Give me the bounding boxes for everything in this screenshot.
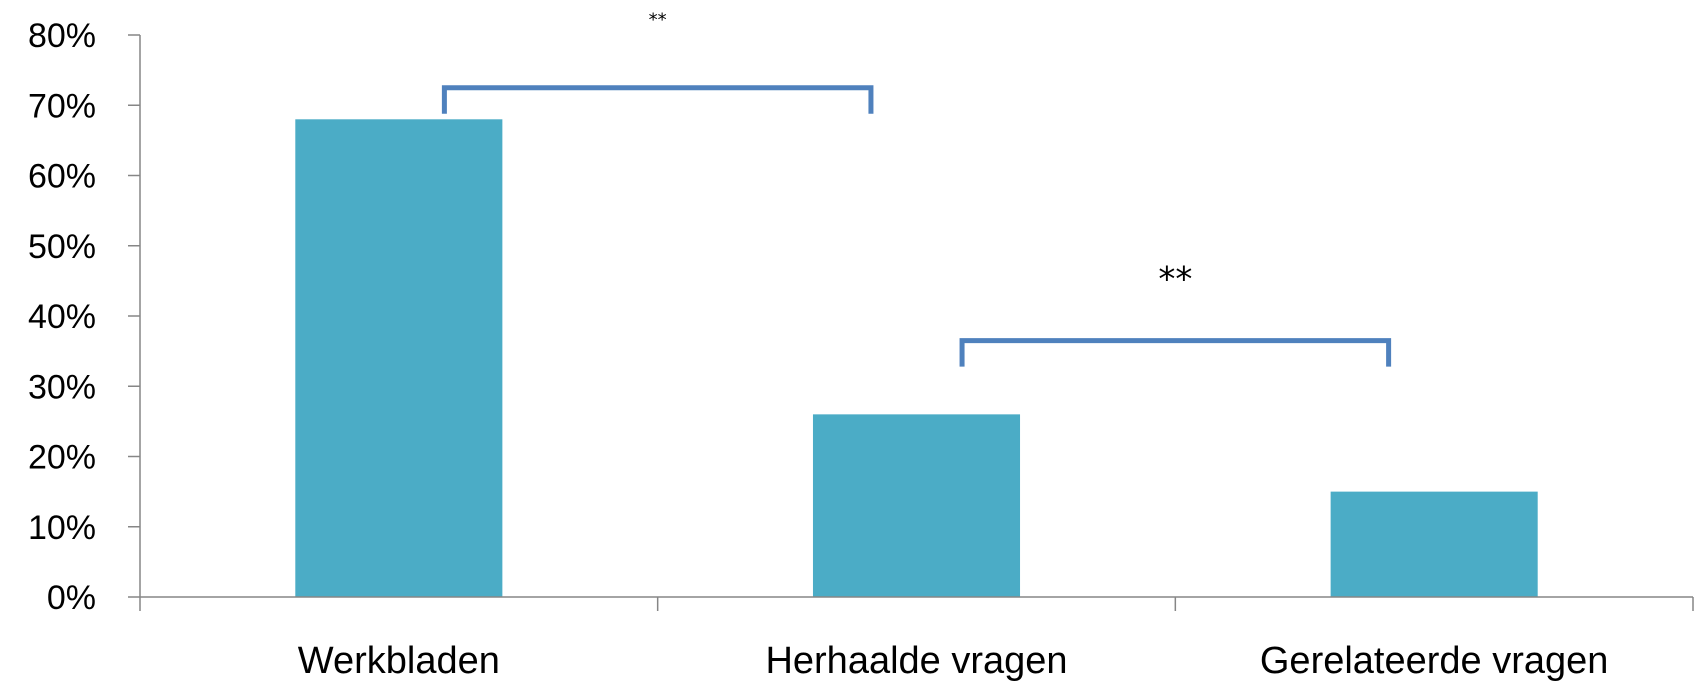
significance-label: ** xyxy=(649,10,667,31)
y-axis-ticks: 0% 10% 20% 30% 40% 50% 60% 70% 80% xyxy=(28,17,140,617)
significance-bracket xyxy=(959,338,1392,367)
bar-herhaalde-vragen xyxy=(812,414,1021,597)
significance-bracket xyxy=(441,85,874,114)
x-tick-label: Werkbladen xyxy=(298,640,500,682)
y-tick-label: 70% xyxy=(28,87,96,125)
y-tick-label: 80% xyxy=(28,17,96,55)
significance-annotations: ** ** xyxy=(441,10,1392,367)
significance-label: ** xyxy=(1158,260,1192,300)
bar-gerelateerde-vragen xyxy=(1330,491,1538,597)
y-tick-label: 20% xyxy=(28,439,96,477)
x-axis-ticks xyxy=(139,597,1694,611)
y-tick-label: 60% xyxy=(28,158,96,196)
bars xyxy=(295,119,1538,598)
x-axis-labels: Werkbladen Herhaalde vragen Gerelateerde v… xyxy=(298,640,1609,682)
x-tick-label: Gerelateerde vragen xyxy=(1260,640,1609,682)
y-tick-label: 40% xyxy=(28,298,96,336)
bar-werkbladen xyxy=(295,119,503,598)
y-tick-label: 0% xyxy=(47,579,96,617)
x-tick-label: Herhaalde vragen xyxy=(765,640,1067,682)
y-tick-label: 50% xyxy=(28,228,96,266)
y-tick-label: 30% xyxy=(28,368,96,406)
y-tick-label: 10% xyxy=(28,509,96,547)
